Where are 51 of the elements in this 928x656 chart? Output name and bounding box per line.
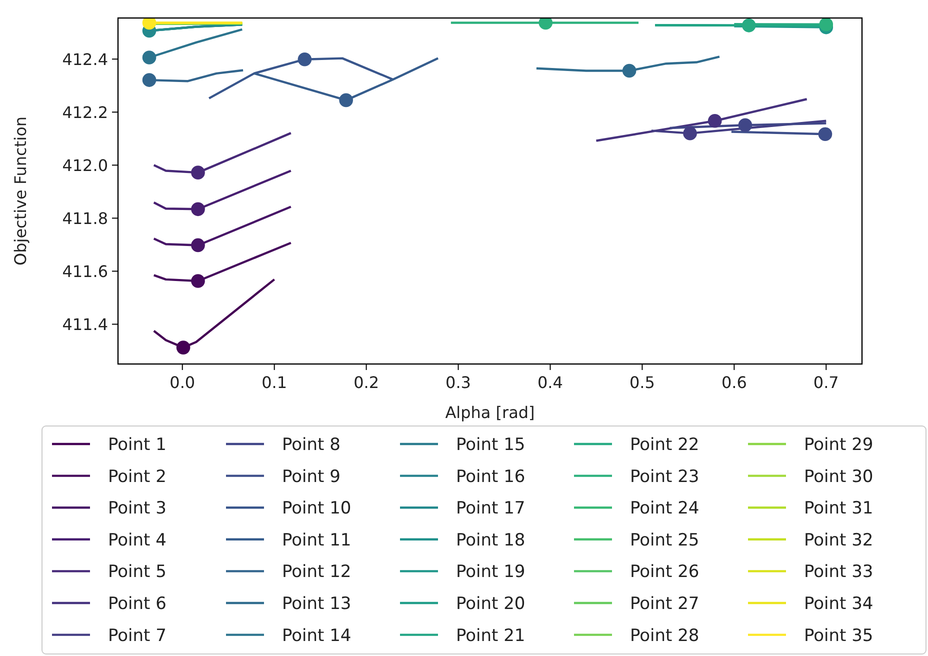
legend-label: Point 9	[282, 466, 340, 487]
x-tick-label: 0.1	[262, 373, 288, 392]
x-tick-label: 0.0	[170, 373, 196, 392]
legend-label: Point 21	[456, 626, 526, 646]
legend-label: Point 4	[108, 530, 166, 550]
legend-label: Point 19	[456, 562, 526, 582]
y-tick-label: 412.2	[62, 103, 108, 122]
x-tick-label: 0.5	[629, 373, 655, 392]
legend-label: Point 7	[108, 626, 166, 646]
legend-label: Point 34	[804, 594, 874, 614]
legend-label: Point 6	[108, 594, 166, 614]
legend-label: Point 26	[630, 562, 700, 582]
legend-label: Point 5	[108, 562, 166, 582]
legend-label: Point 35	[804, 626, 874, 646]
legend-label: Point 27	[630, 594, 700, 614]
x-tick-label: 0.2	[354, 373, 380, 392]
legend-label: Point 29	[804, 435, 874, 455]
x-tick-label: 0.7	[813, 373, 839, 392]
legend-label: Point 25	[630, 530, 700, 550]
legend-label: Point 24	[630, 498, 700, 519]
legend-label: Point 3	[108, 498, 166, 519]
legend-label: Point 32	[804, 530, 874, 550]
legend-label: Point 15	[456, 435, 526, 455]
x-axis-title: Alpha [rad]	[445, 403, 535, 422]
legend-label: Point 16	[456, 466, 526, 487]
y-axis-title: Objective Function	[11, 116, 30, 266]
legend-label: Point 12	[282, 562, 352, 582]
legend-label: Point 33	[804, 562, 874, 582]
y-tick-label: 411.8	[62, 209, 108, 228]
legend-label: Point 23	[630, 466, 700, 487]
legend-label: Point 22	[630, 435, 700, 455]
y-tick-label: 411.4	[62, 315, 108, 334]
x-tick-label: 0.4	[538, 373, 563, 392]
legend-label: Point 14	[282, 626, 352, 646]
legend-label: Point 31	[804, 498, 874, 519]
y-tick-label: 411.6	[62, 262, 108, 282]
legend-label: Point 13	[282, 594, 352, 614]
legend-label: Point 30	[804, 466, 874, 487]
legend-label: Point 18	[456, 530, 526, 550]
legend-label: Point 8	[282, 435, 340, 455]
legend-label: Point 10	[282, 498, 352, 519]
y-tick-label: 412.4	[62, 50, 108, 70]
x-tick-label: 0.6	[721, 373, 747, 392]
y-tick-label: 412.0	[62, 156, 108, 176]
legend-label: Point 11	[282, 530, 352, 550]
legend-label: Point 28	[630, 626, 700, 646]
legend-label: Point 20	[456, 594, 526, 614]
legend-label: Point 2	[108, 466, 166, 487]
x-tick-label: 0.3	[446, 373, 471, 392]
legend-label: Point 1	[108, 435, 166, 455]
legend-label: Point 17	[456, 498, 526, 519]
